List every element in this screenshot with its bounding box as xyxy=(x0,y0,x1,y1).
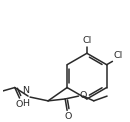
Text: O: O xyxy=(64,112,72,121)
Text: N: N xyxy=(22,86,29,95)
Text: Cl: Cl xyxy=(113,51,123,60)
Text: H: H xyxy=(22,99,29,108)
Text: O: O xyxy=(79,91,87,100)
Text: O: O xyxy=(16,100,23,109)
Text: Cl: Cl xyxy=(82,36,92,45)
